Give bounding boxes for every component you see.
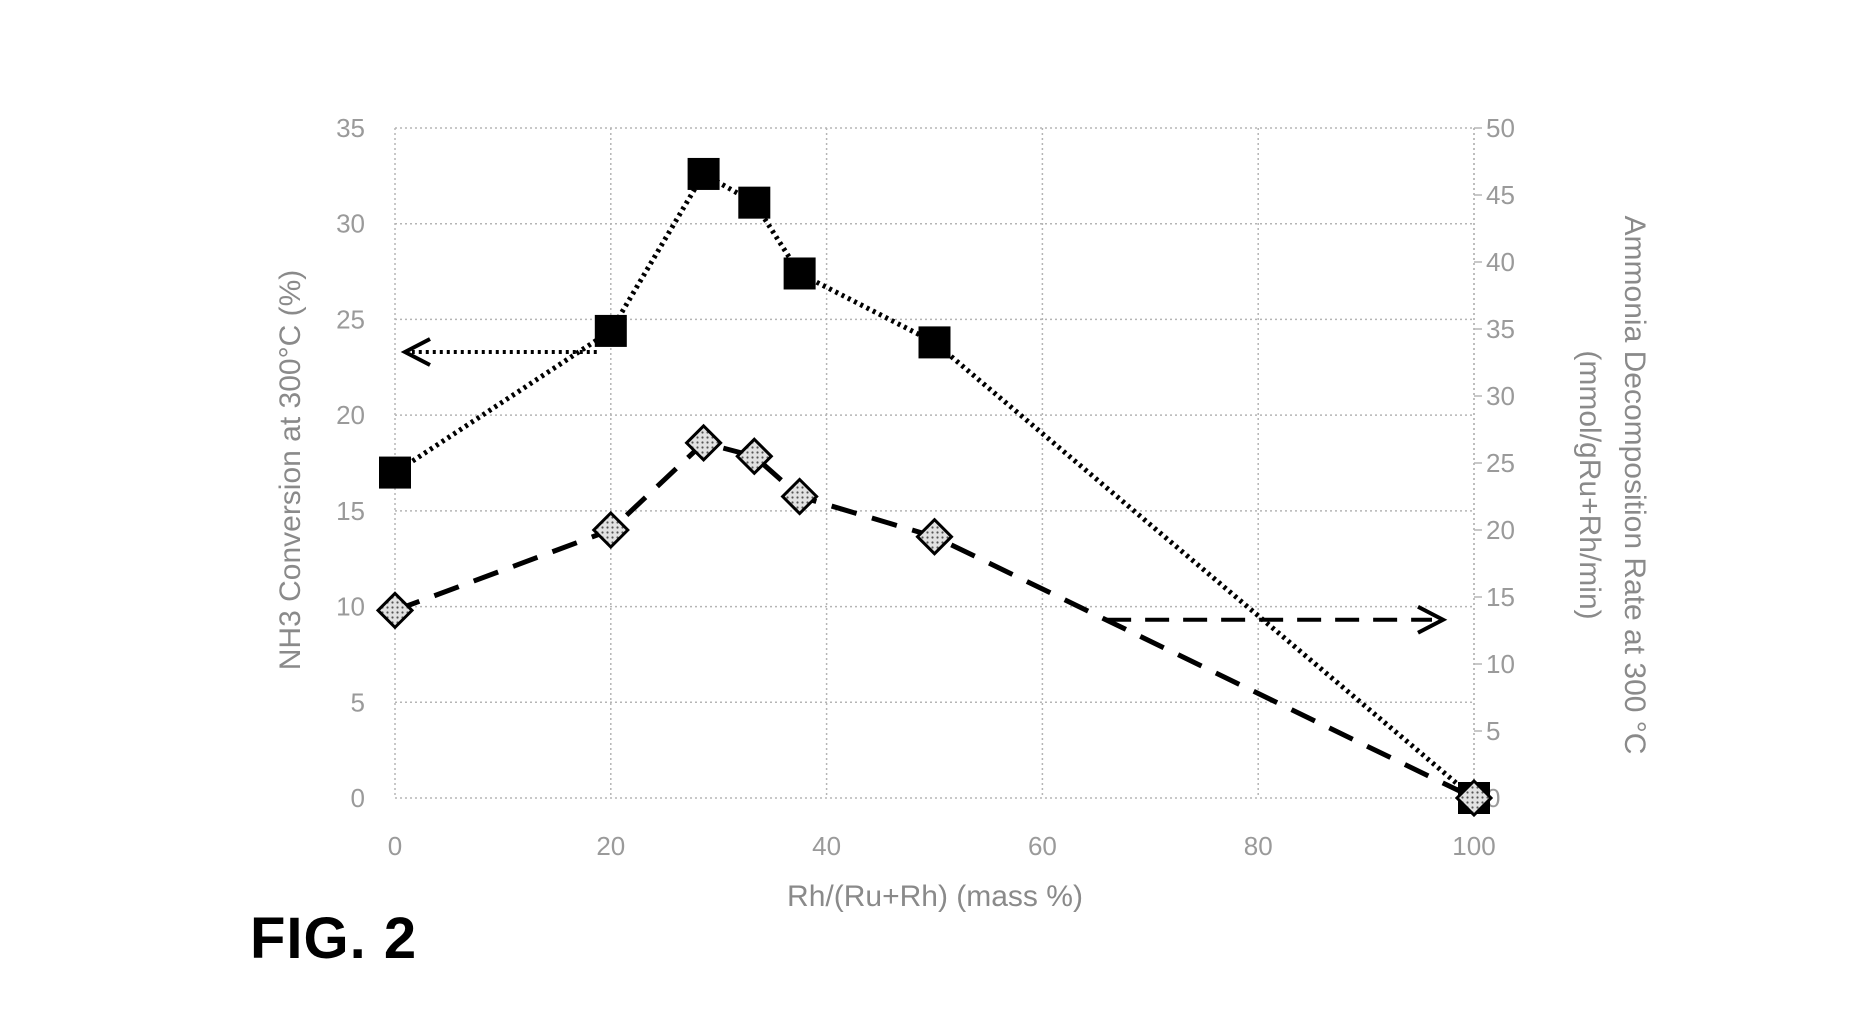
x-tick-label: 0 — [388, 831, 402, 861]
series-1-point — [918, 326, 951, 359]
y-right-tick-label: 25 — [1486, 448, 1515, 478]
y-left-axis-title: NH3 Conversion at 300°C (%) — [274, 270, 307, 671]
y-right-tick-label: 40 — [1486, 247, 1515, 277]
x-axis-title: Rh/(Ru+Rh) (mass %) — [787, 880, 1083, 913]
series-1-point — [783, 257, 816, 290]
figure-label: FIG. 2 — [250, 906, 418, 971]
y-left-tick-label: 30 — [336, 209, 365, 239]
series-2-point — [375, 591, 415, 630]
y-left-tick-labels: 0 5 10 15 20 25 30 35 — [336, 113, 365, 813]
series-2-point — [1454, 778, 1494, 818]
series-2-point — [915, 517, 954, 556]
y-left-tick-label: 15 — [336, 496, 365, 526]
series-2-point — [780, 477, 819, 516]
x-tick-label: 20 — [596, 831, 625, 861]
y-left-tick-label: 0 — [351, 783, 365, 813]
series-2-point — [735, 437, 774, 476]
y-right-axis-title-line2: (mmol/gRu+Rh/min) — [1573, 350, 1606, 619]
x-tick-label: 100 — [1452, 831, 1495, 861]
series-1-point — [594, 314, 627, 347]
y-right-tick-label: 35 — [1486, 314, 1515, 344]
y-left-tick-label: 20 — [336, 400, 365, 430]
series-1-point — [379, 456, 411, 489]
y-right-tick-label: 10 — [1486, 649, 1515, 679]
left-axis-arrow-head — [400, 337, 431, 367]
right-axis-arrow-head — [1417, 605, 1448, 635]
y-right-tick-label: 45 — [1486, 180, 1515, 210]
x-tick-label: 40 — [812, 831, 841, 861]
y-left-tick-label: 35 — [336, 113, 365, 143]
x-tick-label: 60 — [1028, 831, 1057, 861]
x-tick-labels: 0 20 40 60 80 100 — [388, 831, 1496, 861]
y-left-tick-label: 25 — [336, 304, 365, 334]
y-right-tick-label: 30 — [1486, 381, 1515, 411]
series-markers — [375, 157, 1494, 818]
series-1-point — [687, 157, 720, 190]
y-right-axis-title-line1: Ammonia Decomposition Rate at 300 °C — [1618, 216, 1651, 755]
grid — [394, 127, 1475, 799]
x-tick-label: 80 — [1244, 831, 1273, 861]
y-left-tick-label: 10 — [336, 592, 365, 622]
y-right-tick-label: 15 — [1486, 582, 1515, 612]
series-2-point — [591, 510, 630, 550]
series-lines — [393, 170, 1476, 801]
series-1-point — [738, 186, 771, 219]
series-2-point — [684, 423, 723, 463]
y-right-tick-label: 50 — [1486, 113, 1515, 143]
axis-indicator-arrows — [400, 337, 1448, 635]
y-left-tick-label: 5 — [351, 687, 365, 717]
y-right-tick-label: 5 — [1486, 716, 1500, 746]
y-right-tick-label: 20 — [1486, 515, 1515, 545]
series-1-line — [393, 170, 1476, 800]
